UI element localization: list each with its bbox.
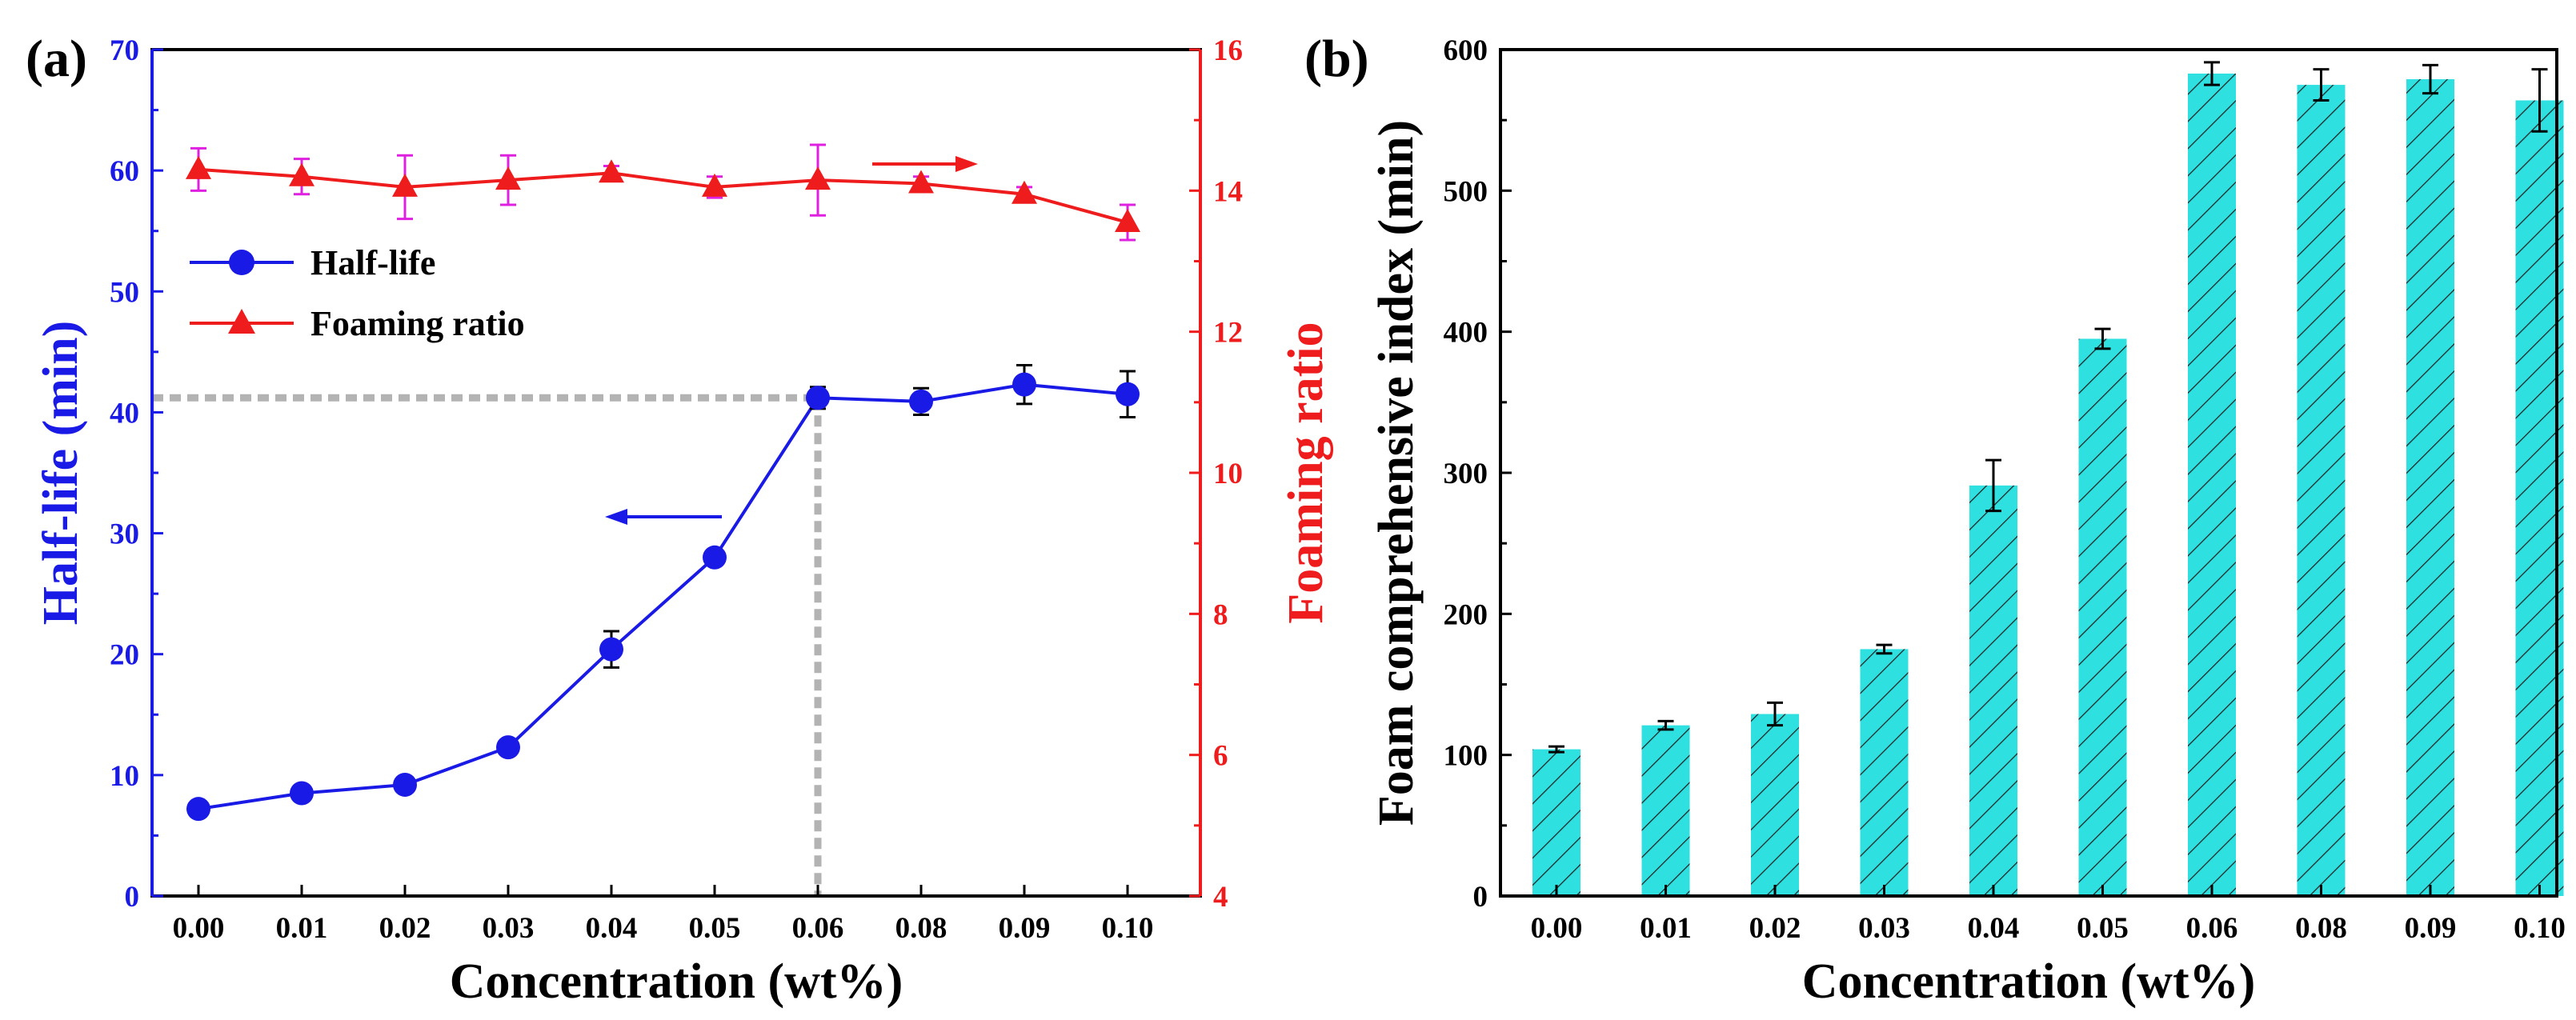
data-point-half-life [186, 797, 210, 822]
data-point-half-life [703, 545, 727, 570]
x-tick-label-b: 0.00 [1531, 912, 1583, 945]
x-tick-label-a: 0.08 [895, 912, 947, 945]
y-tick-label-b: 0 [1473, 881, 1488, 914]
x-axis-label-a: Concentration (wt%) [450, 954, 903, 1009]
x-tick-label-a: 0.02 [379, 912, 431, 945]
data-point-foaming-ratio [908, 170, 934, 194]
legend-label: Foaming ratio [310, 304, 525, 343]
y-tick-label-b: 300 [1444, 458, 1488, 490]
chart-b: (b) 0.00 0.01 0.02 0.03 0.04 0.05 0.06 0.08 0.09… [1304, 30, 2566, 1009]
x-tick-label-b: 0.05 [2077, 912, 2129, 945]
x-tick-label-a: 0.00 [173, 912, 225, 945]
data-point-foaming-ratio [495, 166, 521, 190]
x-tick-label-b: 0.06 [2186, 912, 2238, 945]
y-tick-label-right: 8 [1213, 598, 1228, 631]
data-point-half-life [393, 772, 417, 797]
series-line-foaming-ratio [198, 167, 1128, 224]
bar [2297, 85, 2346, 897]
y-axis-label-b: Foam comprehensive index (min) [1369, 120, 1424, 826]
y-axis-label-right: Foaming ratio [1279, 322, 1333, 623]
y-tick-label-left: 20 [110, 639, 139, 672]
x-tick-label-b: 0.08 [2295, 912, 2347, 945]
x-tick-label-b: 0.01 [1640, 912, 1692, 945]
data-point-foaming-ratio [599, 159, 624, 183]
data-point-foaming-ratio [392, 173, 418, 197]
bar [1532, 749, 1580, 896]
data-point-foaming-ratio [1115, 209, 1140, 233]
data-point-foaming-ratio [186, 155, 211, 179]
bar [2406, 79, 2454, 896]
data-point-half-life [599, 637, 623, 662]
bar [1641, 725, 1690, 896]
legend-marker-circle [229, 250, 254, 275]
y-tick-label-left: 40 [110, 397, 139, 430]
y-tick-label-b: 600 [1444, 34, 1488, 67]
x-tick-label-a: 0.09 [999, 912, 1051, 945]
data-point-half-life [496, 735, 520, 760]
y-tick-label-right: 12 [1213, 317, 1243, 350]
x-tick-label-a: 0.03 [483, 912, 535, 945]
y-tick-label-left: 0 [125, 881, 140, 914]
data-point-foaming-ratio [702, 173, 727, 197]
x-tick-label-a: 0.04 [586, 912, 638, 945]
panel-b-label: (b) [1304, 30, 1369, 88]
bar [1751, 714, 1799, 896]
y-tick-label-left: 50 [110, 276, 139, 309]
x-tick-label-b: 0.02 [1749, 912, 1801, 945]
y-tick-label-right: 6 [1213, 740, 1228, 773]
data-point-half-life [806, 386, 830, 410]
axis-arrows [605, 156, 978, 525]
y-tick-label-right: 4 [1213, 881, 1228, 914]
bar [2188, 73, 2236, 896]
x-tick-label-b: 0.04 [1968, 912, 2020, 945]
bar [1969, 485, 2017, 896]
x-axis-label-b: Concentration (wt%) [1802, 954, 2256, 1009]
data-point-foaming-ratio [805, 166, 831, 190]
arrow-head-left-blue [605, 509, 627, 525]
x-tick-label-a: 0.06 [792, 912, 844, 945]
y-tick-label-right: 16 [1213, 34, 1243, 67]
bars [1532, 61, 2564, 897]
panel-a-label: (a) [26, 30, 87, 88]
legend: Half-life Foaming ratio [190, 243, 525, 343]
data-point-half-life [1012, 372, 1036, 397]
x-tick-label-b: 0.10 [2514, 912, 2566, 945]
y-tick-label-left: 30 [110, 518, 139, 551]
y-tick-label-left: 10 [110, 760, 139, 793]
y-tick-label-right: 10 [1213, 458, 1243, 490]
y-tick-label-left: 60 [110, 155, 139, 188]
x-tick-label-b: 0.09 [2405, 912, 2457, 945]
legend-marker-triangle [228, 309, 255, 334]
bar [1860, 649, 1909, 896]
bar [2078, 338, 2127, 896]
data-point-foaming-ratio [289, 162, 314, 186]
y-tick-label-b: 400 [1444, 317, 1488, 350]
y-tick-label-left: 70 [110, 34, 139, 67]
x-tick-label-b: 0.03 [1858, 912, 1910, 945]
arrow-head-right-red [955, 156, 978, 172]
data-point-half-life [1116, 382, 1140, 406]
data-point-half-life [290, 781, 314, 806]
series-lines [186, 143, 1140, 822]
y-tick-label-b: 200 [1444, 598, 1488, 631]
y-axis-label-left: Half-life (min) [34, 321, 88, 626]
data-point-foaming-ratio [1012, 180, 1037, 204]
axes-a: 0.00 0.01 0.02 0.03 0.04 0.05 0.06 0.08 0.09 0.10… [110, 34, 1243, 945]
x-tick-label-a: 0.01 [276, 912, 328, 945]
y-tick-label-right: 14 [1213, 175, 1243, 208]
legend-label: Half-life [310, 243, 435, 282]
axes-b: 0.00 0.01 0.02 0.03 0.04 0.05 0.06 0.08 0.09 0.10… [1444, 34, 2566, 945]
data-point-half-life [909, 389, 933, 414]
y-tick-label-b: 500 [1444, 175, 1488, 208]
x-tick-label-a: 0.10 [1102, 912, 1154, 945]
y-tick-label-b: 100 [1444, 740, 1488, 773]
reference-lines [152, 394, 822, 896]
x-tick-label-a: 0.05 [689, 912, 741, 945]
series-line-half-life [198, 382, 1128, 811]
